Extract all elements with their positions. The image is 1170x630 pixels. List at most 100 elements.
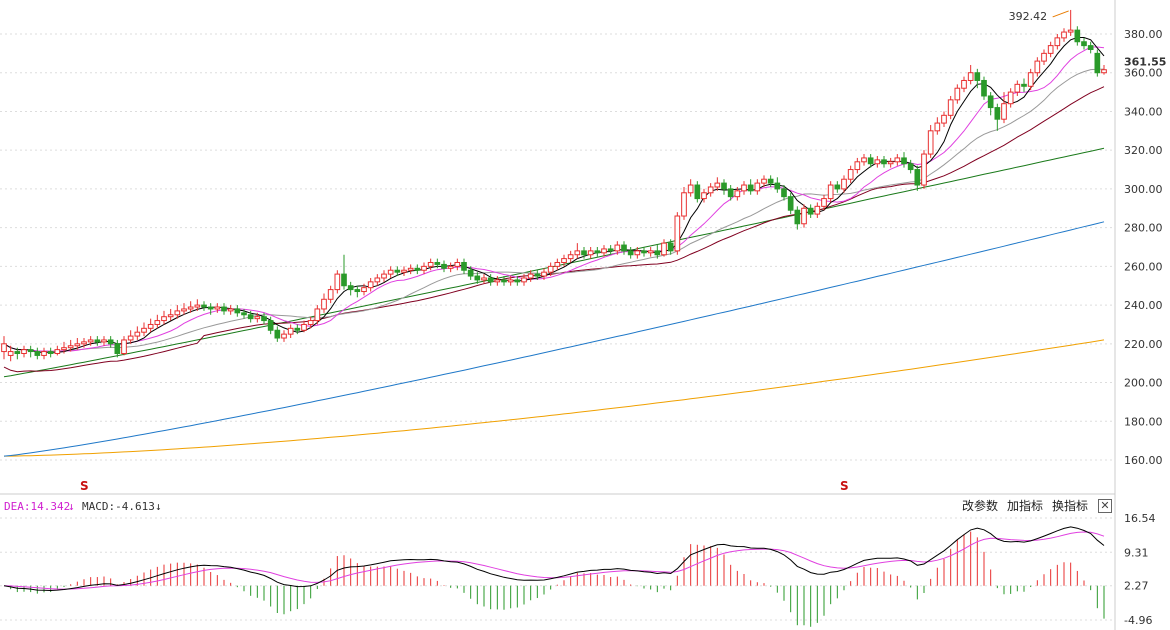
candle-up bbox=[701, 192, 707, 200]
candle-down bbox=[1094, 52, 1101, 74]
candle-down bbox=[767, 178, 774, 184]
candle-up bbox=[281, 333, 287, 339]
candle-down bbox=[347, 285, 354, 291]
macd-grid bbox=[0, 517, 1115, 621]
macd-lines bbox=[3, 526, 1105, 592]
change-params-button[interactable]: 改参数 bbox=[962, 499, 999, 513]
candle-up bbox=[407, 267, 414, 271]
candle-up bbox=[647, 250, 654, 254]
candle-up bbox=[1054, 37, 1061, 47]
candle-down bbox=[14, 351, 21, 354]
candle-up bbox=[387, 269, 394, 275]
candle-up bbox=[154, 320, 161, 325]
candle-down bbox=[881, 159, 887, 165]
candle-up bbox=[381, 273, 387, 279]
candle-down bbox=[247, 314, 254, 320]
candle-up bbox=[887, 161, 894, 165]
candle-up bbox=[1, 343, 7, 353]
candle-up bbox=[687, 184, 694, 194]
candle-up bbox=[454, 261, 461, 267]
candle-up bbox=[74, 343, 81, 347]
candle-down bbox=[594, 250, 601, 254]
candle-up bbox=[541, 271, 547, 277]
candle-down bbox=[1074, 29, 1081, 43]
candle-down bbox=[1087, 45, 1094, 50]
macd-tick-label: -4.96 bbox=[1124, 614, 1152, 627]
macd-histogram bbox=[10, 531, 1105, 627]
candle-up bbox=[554, 261, 561, 267]
candle-up bbox=[567, 254, 574, 260]
dea-arrow-icon: ↓ bbox=[68, 500, 75, 513]
price-tick-label: 360.00 bbox=[1124, 67, 1163, 80]
candle-down bbox=[501, 279, 507, 283]
candle-up bbox=[1014, 83, 1021, 93]
macd-tick-label: 9.31 bbox=[1124, 546, 1149, 559]
candle-up bbox=[1101, 69, 1107, 74]
high-marker-label: 392.42 bbox=[1009, 10, 1048, 23]
candle-up bbox=[714, 182, 721, 188]
dividend-marker[interactable]: S bbox=[80, 479, 89, 493]
candle-up bbox=[674, 215, 681, 252]
price-tick-label: 160.00 bbox=[1124, 454, 1163, 467]
candle-down bbox=[747, 184, 754, 192]
candle-up bbox=[174, 310, 181, 316]
candle-down bbox=[34, 351, 41, 356]
candle-down bbox=[787, 196, 794, 211]
candle-down bbox=[207, 306, 214, 310]
candle-up bbox=[1007, 91, 1014, 105]
ma10-line bbox=[3, 46, 1105, 352]
candle-up bbox=[634, 250, 641, 256]
candle-down bbox=[901, 157, 907, 165]
price-tick-label: 260.00 bbox=[1124, 260, 1163, 273]
candle-down bbox=[667, 242, 674, 252]
candle-down bbox=[781, 188, 787, 198]
dif-line bbox=[3, 526, 1105, 592]
dividend-marker[interactable]: S bbox=[840, 479, 849, 493]
candle-up bbox=[334, 273, 341, 291]
candle-down bbox=[241, 312, 247, 316]
candle-down bbox=[774, 182, 781, 190]
add-indicator-button[interactable]: 加指标 bbox=[1007, 499, 1044, 513]
candle-down bbox=[201, 304, 207, 308]
candle-up bbox=[254, 316, 261, 320]
price-tick-label: 340.00 bbox=[1124, 105, 1163, 118]
candle-up bbox=[7, 351, 14, 356]
candle-up bbox=[1034, 60, 1041, 74]
candle-up bbox=[954, 87, 961, 101]
candle-down bbox=[641, 250, 647, 254]
dea-line bbox=[3, 531, 1105, 590]
candle-down bbox=[807, 207, 814, 215]
candle-up bbox=[494, 279, 501, 283]
candle-down bbox=[341, 273, 347, 287]
candle-up bbox=[481, 277, 487, 281]
price-tick-label: 380.00 bbox=[1124, 28, 1163, 41]
ma30-line bbox=[3, 86, 1105, 373]
moving-average-lines bbox=[3, 37, 1105, 457]
candle-up bbox=[61, 347, 67, 351]
candle-up bbox=[21, 349, 27, 354]
candle-up bbox=[181, 308, 187, 312]
switch-indicator-button[interactable]: 换指标 bbox=[1052, 499, 1089, 513]
candle-up bbox=[421, 265, 427, 271]
candle-down bbox=[721, 182, 727, 190]
close-icon[interactable]: ✕ bbox=[1098, 499, 1112, 513]
candle-up bbox=[601, 248, 607, 254]
candle-down bbox=[727, 188, 734, 198]
candle-down bbox=[974, 72, 981, 81]
candle-up bbox=[307, 320, 314, 325]
candle-up bbox=[161, 316, 167, 322]
candle-up bbox=[101, 339, 107, 343]
candle-up bbox=[847, 169, 854, 180]
candle-down bbox=[654, 250, 661, 256]
candle-down bbox=[221, 306, 227, 312]
candle-up bbox=[874, 159, 881, 165]
candle-up bbox=[894, 157, 901, 163]
candle-down bbox=[414, 267, 421, 271]
macd-arrow-icon: ↓ bbox=[155, 500, 162, 513]
candle-up bbox=[754, 182, 761, 192]
candle-down bbox=[461, 261, 467, 271]
candle-up bbox=[54, 349, 61, 354]
candle-up bbox=[121, 339, 127, 355]
candle-up bbox=[801, 207, 807, 225]
candle-up bbox=[187, 306, 194, 310]
